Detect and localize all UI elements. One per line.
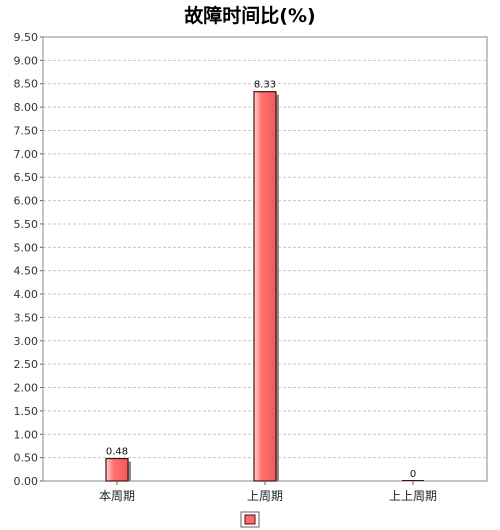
bar <box>105 457 129 482</box>
y-tick-label: 9.50 <box>14 31 39 44</box>
legend-swatch <box>244 514 256 525</box>
y-tick-label: 8.00 <box>14 101 39 114</box>
y-tick-label: 6.50 <box>14 171 39 184</box>
x-tick-label: 本周期 <box>99 489 135 503</box>
y-tick-label: 4.50 <box>14 265 39 278</box>
y-tick-label: 5.00 <box>14 241 39 254</box>
y-tick-label: 4.00 <box>14 288 39 301</box>
plot-area: 0.00 0.50 1.00 1.50 2.00 2.50 3.00 3.50 4.00 4.50… <box>14 31 488 503</box>
y-tick-label: 1.50 <box>14 405 39 418</box>
bar <box>253 91 277 482</box>
y-tick-label: 1.00 <box>14 428 39 441</box>
data-label: 0.48 <box>106 447 128 458</box>
y-tick-label: 7.50 <box>14 124 39 137</box>
y-tick-label: 7.00 <box>14 148 39 161</box>
y-tick-label: 0.50 <box>14 452 39 465</box>
y-tick-label: 0.00 <box>14 475 39 488</box>
data-label: 0 <box>410 469 416 480</box>
y-tick-label: 2.50 <box>14 358 39 371</box>
y-tick-label: 3.50 <box>14 311 39 324</box>
y-tick-label: 2.00 <box>14 382 39 395</box>
x-tick-label: 上上周期 <box>389 489 437 503</box>
chart-title: 故障时间比(%) <box>184 4 315 27</box>
data-label: 8.33 <box>254 80 276 91</box>
legend <box>240 511 260 528</box>
y-tick-label: 3.00 <box>14 335 39 348</box>
y-tick-label: 6.00 <box>14 195 39 208</box>
x-tick-label: 上周期 <box>247 489 283 503</box>
y-tick-label: 8.50 <box>14 78 39 91</box>
y-tick-label: 9.00 <box>14 54 39 67</box>
y-tick-label: 5.50 <box>14 218 39 231</box>
